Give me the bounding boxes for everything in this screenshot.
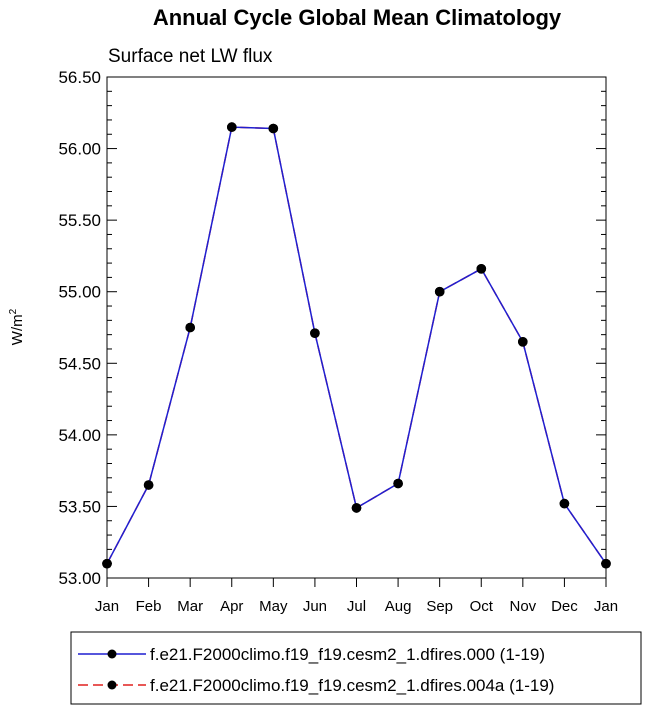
data-point xyxy=(227,122,237,132)
y-axis: 53.00 53.50 54.00 54.50 55.00 55.50 56.00 56.50 xyxy=(58,68,606,588)
plot-frame xyxy=(106,76,607,579)
data-point xyxy=(601,558,611,569)
series-line-1 xyxy=(106,126,607,565)
y-tick-label: 54.00 xyxy=(58,426,101,445)
legend-entry-1: f.e21.F2000climo.f19_f19.cesm2_1.dfires.… xyxy=(150,676,554,695)
legend-box xyxy=(70,631,642,705)
y-tick-label: 56.50 xyxy=(58,68,101,87)
x-tick-label: Jul xyxy=(347,598,366,615)
x-tick-label: Aug xyxy=(385,598,412,615)
x-tick-label: Jun xyxy=(303,598,327,615)
series-line-0 xyxy=(106,126,607,565)
legend-entry-0: f.e21.F2000climo.f19_f19.cesm2_1.dfires.… xyxy=(150,645,545,664)
x-tick-label: Feb xyxy=(136,598,162,615)
data-point xyxy=(393,478,403,489)
series-layer xyxy=(102,122,611,569)
x-tick-label: Oct xyxy=(470,598,494,615)
data-point xyxy=(434,286,445,297)
x-tick-label: Dec xyxy=(551,598,578,615)
x-tick-label: Mar xyxy=(177,598,203,615)
x-tick-label: May xyxy=(259,598,288,615)
data-point xyxy=(310,328,320,339)
data-point xyxy=(476,264,487,274)
x-tick-label: Apr xyxy=(220,598,243,615)
x-tick-label: Jan xyxy=(95,598,119,615)
y-tick-label: 55.50 xyxy=(58,211,101,230)
y-tick-label: 56.00 xyxy=(58,140,101,159)
legend: f.e21.F2000climo.f19_f19.cesm2_1.dfires.… xyxy=(70,631,642,705)
chart-subtitle: Surface net LW flux xyxy=(108,46,273,67)
legend-swatch-marker-1 xyxy=(107,680,117,690)
y-axis-label: W/m2 xyxy=(8,308,26,345)
data-point xyxy=(351,503,362,513)
x-axis: Jan Feb Mar Apr May Jun Jul Aug Sep Oct Nov Dec Jan xyxy=(95,578,618,615)
data-point xyxy=(268,123,279,134)
y-tick-label: 54.50 xyxy=(58,354,101,373)
data-point xyxy=(559,498,570,509)
x-tick-label: Nov xyxy=(509,598,536,615)
data-point xyxy=(102,558,112,569)
minor-ticks xyxy=(107,90,606,565)
y-tick-label: 53.00 xyxy=(58,569,101,588)
data-point xyxy=(143,480,154,490)
y-tick-label: 55.00 xyxy=(58,283,101,302)
chart-title: Annual Cycle Global Mean Climatology xyxy=(153,5,562,30)
data-point xyxy=(518,337,528,347)
legend-swatch-marker-0 xyxy=(107,649,117,659)
y-tick-label: 53.50 xyxy=(58,497,101,516)
x-tick-label: Sep xyxy=(426,598,453,615)
x-tick-label: Jan xyxy=(594,598,618,615)
data-point xyxy=(185,322,195,333)
